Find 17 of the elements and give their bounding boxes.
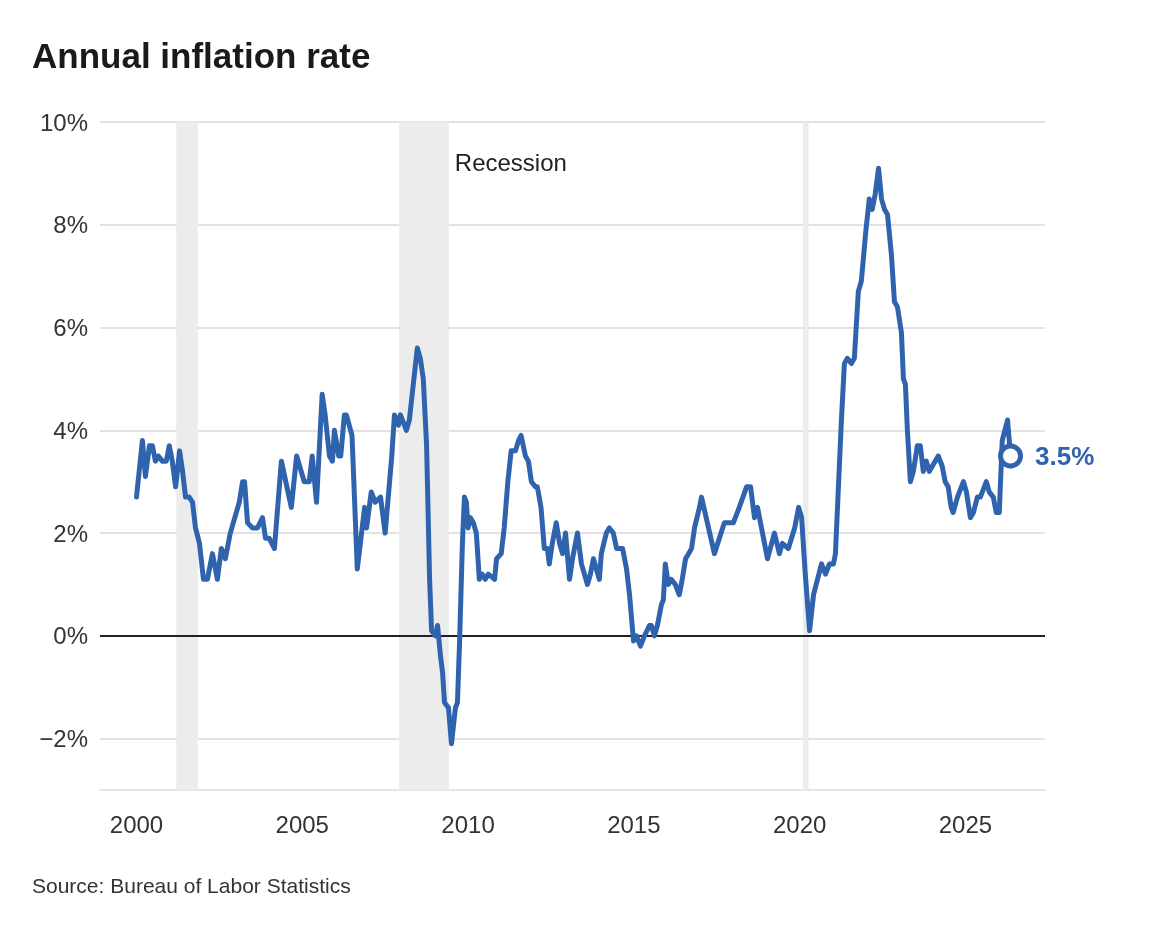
- y-tick-label: 10%: [39, 108, 88, 136]
- y-tick-label: 2%: [53, 519, 88, 547]
- source-note: Source: Bureau of Labor Statistics: [32, 874, 351, 898]
- x-tick-label: 2010: [441, 810, 495, 838]
- x-tick-label: 2020: [772, 810, 827, 838]
- data-label: 3.5%: [1035, 441, 1095, 471]
- y-tick-label: 0%: [53, 622, 88, 650]
- band-label: Recession: [454, 148, 567, 176]
- y-tick-label: 8%: [53, 211, 88, 239]
- y-tick-label: 6%: [53, 314, 88, 342]
- x-tick-label: 2000: [109, 810, 164, 838]
- x-tick-label: 2005: [275, 810, 329, 838]
- x-tick-label: 2015: [607, 810, 661, 838]
- chart-title: Annual inflation rate: [32, 36, 371, 76]
- y-tick-label: −2%: [39, 725, 88, 753]
- x-tick-label: 2025: [938, 810, 993, 838]
- y-tick-label: 4%: [53, 416, 88, 444]
